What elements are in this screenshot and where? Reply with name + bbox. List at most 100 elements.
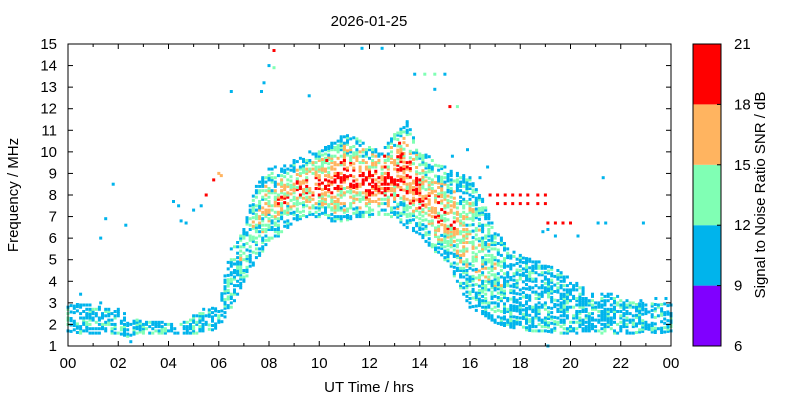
snr-cell (361, 195, 365, 199)
snr-cell (342, 146, 346, 149)
snr-cell (280, 204, 284, 208)
snr-cell (399, 157, 403, 161)
snr-cell (503, 296, 506, 299)
snr-cell (613, 307, 616, 311)
snr-cell (452, 235, 456, 239)
snr-cell (534, 314, 538, 318)
snr-cell (638, 317, 642, 321)
snr-cell (396, 204, 400, 208)
snr-cell (606, 314, 610, 318)
snr-cell (358, 169, 362, 173)
snr-cell (239, 269, 243, 272)
snr-cell (452, 233, 456, 237)
snr-cell (346, 216, 349, 220)
snr-cell (440, 238, 444, 242)
snr-cell (85, 320, 89, 324)
x-tick-label: 18 (512, 355, 529, 372)
snr-cell (368, 156, 371, 160)
snr-cell (452, 272, 456, 276)
snr-cell (418, 197, 422, 201)
snr-cell (242, 236, 246, 240)
snr-cell (591, 294, 594, 298)
snr-cell (327, 216, 331, 220)
snr-cell (619, 320, 623, 324)
snr-cell (506, 273, 510, 277)
snr-cell (575, 312, 579, 316)
snr-cell (528, 313, 532, 317)
snr-cell (663, 326, 667, 330)
snr-cell (578, 322, 582, 326)
snr-cell (660, 326, 664, 330)
snr-cell (477, 222, 481, 226)
snr-cell (474, 226, 478, 230)
snr-cell (412, 211, 415, 215)
snr-cell (233, 290, 236, 294)
snr-cell (267, 210, 271, 214)
y-tick-label: 10 (40, 144, 57, 161)
snr-cell (361, 215, 365, 219)
snr-cell (94, 320, 98, 324)
snr-cell (481, 210, 485, 214)
snr-cell (386, 212, 390, 216)
snr-cell (214, 309, 218, 313)
snr-cell (314, 215, 318, 219)
snr-cell (292, 195, 296, 199)
snr-cell (427, 170, 431, 174)
snr-cell (437, 179, 441, 183)
snr-cell (474, 198, 478, 202)
snr-cell (390, 156, 393, 160)
snr-cell (116, 314, 120, 318)
snr-cell (503, 304, 506, 308)
snr-cell (603, 301, 607, 305)
snr-cell (572, 288, 576, 292)
snr-cell (562, 275, 566, 279)
x-tick-label: 14 (411, 355, 428, 372)
snr-cell (531, 322, 535, 326)
snr-cell (349, 137, 353, 141)
snr-cell (415, 183, 419, 187)
snr-cell (295, 214, 299, 217)
snr-cell (449, 200, 453, 203)
snr-cell (217, 320, 221, 324)
snr-cell (619, 314, 623, 318)
snr-cell (358, 210, 362, 214)
snr-cell (459, 249, 463, 253)
snr-cell (355, 197, 359, 201)
snr-cell (405, 187, 409, 190)
snr-cell (355, 210, 359, 214)
snr-cell (342, 150, 346, 154)
snr-cell (239, 249, 243, 253)
snr-cell (386, 146, 390, 149)
snr-cell (430, 191, 434, 195)
snr-cell (468, 182, 472, 186)
snr-cell (446, 231, 450, 235)
snr-cell (465, 217, 469, 221)
snr-cell (418, 182, 422, 186)
snr-cell (336, 208, 340, 212)
snr-cell (434, 211, 437, 215)
snr-cell (537, 297, 541, 300)
snr-cell (327, 203, 331, 207)
snr-cell (550, 317, 554, 321)
snr-cell (547, 310, 550, 314)
snr-cell (264, 243, 268, 247)
snr-cell (267, 189, 271, 193)
snr-cell (273, 234, 277, 238)
snr-cell (613, 331, 616, 335)
snr-cell (490, 294, 494, 298)
snr-cell (267, 167, 271, 171)
snr-cell (462, 178, 466, 182)
snr-cell (292, 202, 296, 206)
snr-cell (653, 309, 657, 313)
snr-cell (398, 141, 402, 145)
snr-cell (399, 218, 403, 222)
snr-cell (452, 205, 456, 209)
snr-cell (506, 299, 510, 303)
snr-cell (226, 282, 230, 286)
snr-cell (308, 189, 312, 193)
snr-cell (295, 186, 299, 189)
snr-cell (405, 215, 409, 219)
snr-cell (132, 330, 136, 334)
snr-cell (377, 180, 381, 184)
snr-cell (390, 141, 393, 145)
